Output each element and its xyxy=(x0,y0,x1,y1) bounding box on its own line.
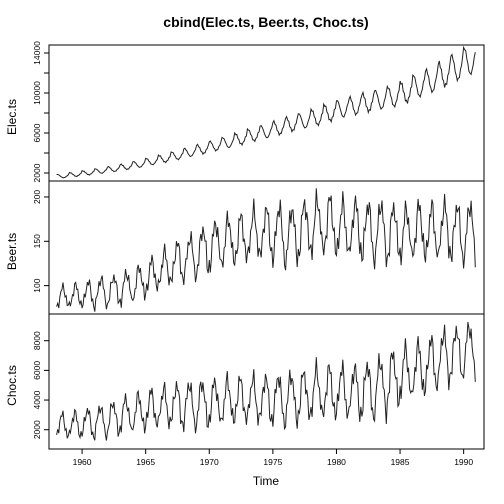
x-tick-label: 1965 xyxy=(136,457,155,467)
y-tick-label: 4000 xyxy=(32,390,42,409)
y-tick-label: 2000 xyxy=(32,163,42,182)
y-tick-label: 100 xyxy=(32,278,42,292)
series-line xyxy=(56,45,476,179)
series-line xyxy=(56,188,476,312)
y-axis-label: Choc.ts xyxy=(5,365,19,406)
panel-Elec-ts: 2000 6000 10000 14000 Elec.ts xyxy=(5,41,485,182)
chart-title: cbind(Elec.ts, Beer.ts, Choc.ts) xyxy=(163,14,368,30)
panel-Beer-ts: 100 150 200 Beer.ts xyxy=(5,180,485,315)
y-tick-label: 8000 xyxy=(32,331,42,350)
y-tick-label: 6000 xyxy=(32,361,42,380)
y-tick-label: 2000 xyxy=(32,420,42,439)
series-line xyxy=(56,321,476,441)
y-tick-label: 200 xyxy=(32,190,42,204)
y-tick-label: 6000 xyxy=(32,123,42,142)
x-axis-label: Time xyxy=(253,474,280,488)
x-tick-label: 1975 xyxy=(263,457,282,467)
y-tick-label: 14000 xyxy=(32,41,42,65)
panel-Choc-ts: 2000 4000 6000 8000 Choc.ts xyxy=(5,313,485,450)
x-tick-label: 1960 xyxy=(73,457,92,467)
y-axis-label: Beer.ts xyxy=(5,233,19,270)
x-tick-label: 1985 xyxy=(391,457,410,467)
y-axis-label: Elec.ts xyxy=(5,99,19,135)
x-tick-label: 1990 xyxy=(454,457,473,467)
panel-frame xyxy=(48,44,485,182)
y-tick-label: 10000 xyxy=(32,81,42,105)
x-tick-label: 1970 xyxy=(200,457,219,467)
y-tick-label: 150 xyxy=(32,234,42,248)
panels-group: 2000 6000 10000 14000 Elec.ts 100 150 200 Beer.t… xyxy=(5,41,485,467)
x-tick-label: 1980 xyxy=(327,457,346,467)
